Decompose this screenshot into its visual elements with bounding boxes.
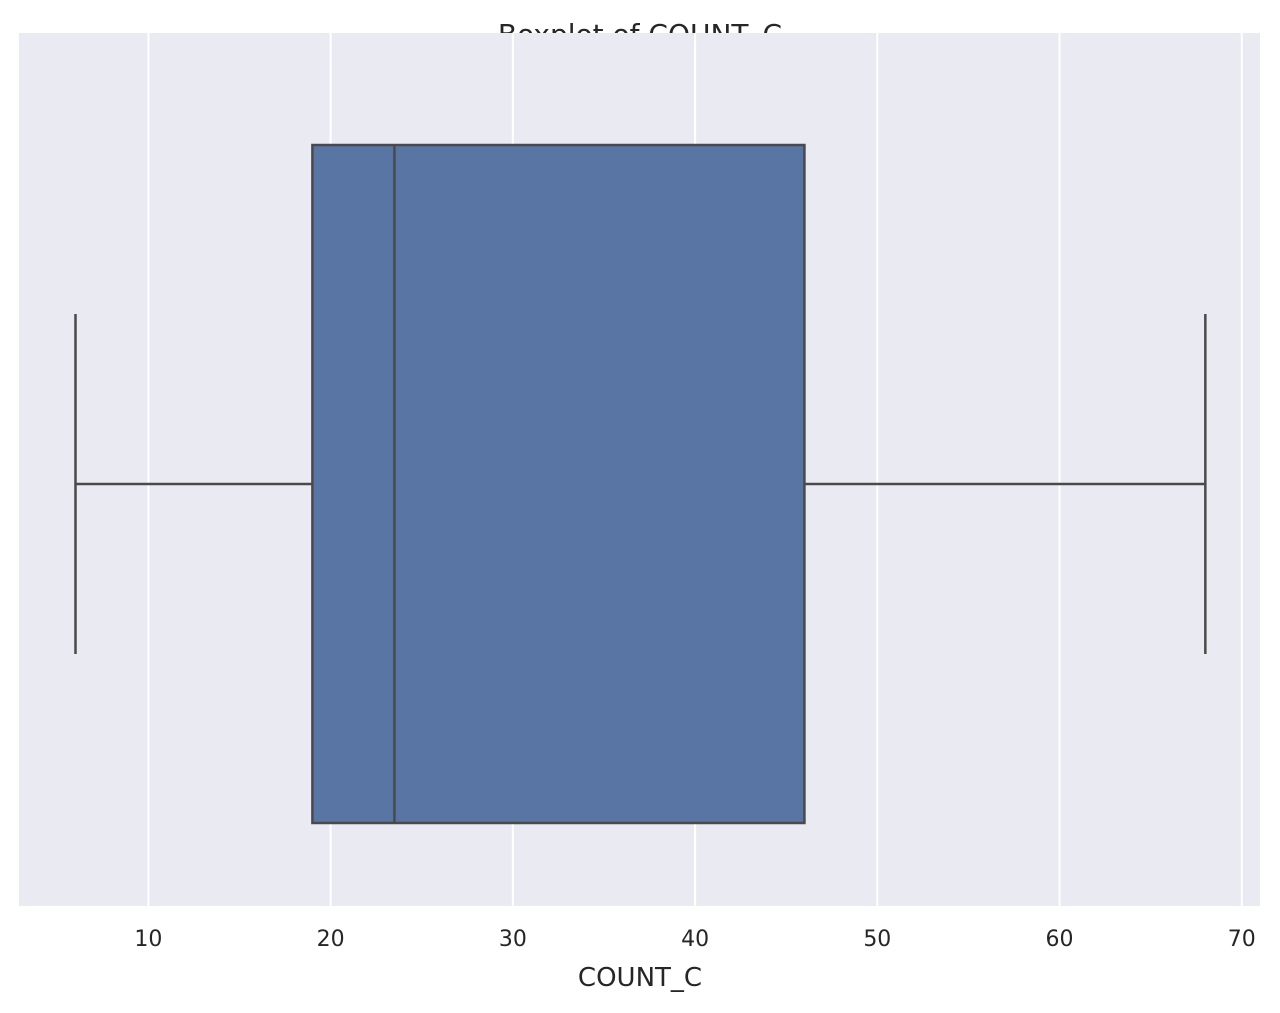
x-tick-label-10: 10 — [134, 927, 162, 952]
x-tick-label-40: 40 — [681, 927, 709, 952]
x-tick-label-30: 30 — [499, 927, 527, 952]
x-tick-label-20: 20 — [317, 927, 345, 952]
x-tick-label-50: 50 — [863, 927, 891, 952]
x-tick-label-60: 60 — [1046, 927, 1074, 952]
x-tick-labels: 10 20 30 40 50 60 70 — [134, 927, 1255, 952]
x-tick-label-70: 70 — [1228, 927, 1256, 952]
box-marks — [74, 143, 1207, 825]
iqr-box — [311, 143, 806, 825]
x-axis-label: COUNT_C — [578, 963, 702, 993]
